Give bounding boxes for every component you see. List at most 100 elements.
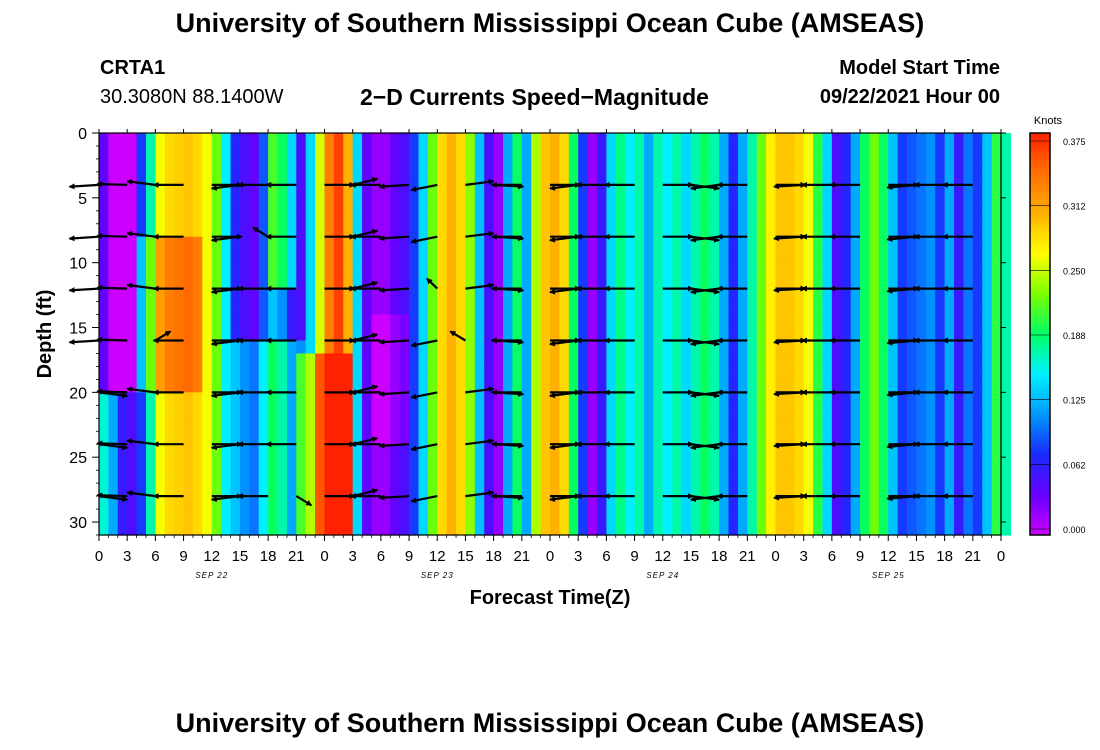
heatmap-cell xyxy=(822,496,833,510)
heatmap-cell xyxy=(709,314,720,329)
heatmap-cell xyxy=(709,379,720,393)
heatmap-cell xyxy=(127,353,138,368)
x-tick-label: 3 xyxy=(800,548,808,565)
current-vector xyxy=(773,235,804,242)
heatmap-cell xyxy=(991,236,1002,251)
heatmap-cell xyxy=(192,405,203,419)
heatmap-cell xyxy=(1001,522,1011,536)
heatmap-cell xyxy=(1001,301,1011,316)
heatmap-cell xyxy=(672,522,683,536)
heatmap-cell xyxy=(474,353,485,368)
current-vector xyxy=(210,235,241,243)
heatmap-cell xyxy=(315,301,326,316)
current-vector xyxy=(465,438,495,446)
heatmap-cell xyxy=(352,262,363,277)
heatmap-cell xyxy=(756,133,767,147)
heatmap-cell xyxy=(747,236,758,251)
heatmap-cell xyxy=(1001,236,1011,251)
heatmap-cell xyxy=(878,145,889,160)
heatmap-cell xyxy=(719,171,730,186)
heatmap-cell xyxy=(653,444,664,458)
heatmap-cell xyxy=(700,301,711,316)
heatmap-cell xyxy=(925,379,936,393)
heatmap-cell xyxy=(333,379,344,393)
heatmap-cell xyxy=(963,236,974,251)
heatmap-cell xyxy=(587,340,598,355)
heatmap-cell xyxy=(869,249,880,264)
heatmap-cell xyxy=(907,522,918,536)
heatmap-cell xyxy=(700,145,711,160)
heatmap-cell xyxy=(286,236,297,251)
heatmap-cell xyxy=(409,522,420,536)
heatmap-cell xyxy=(99,366,109,380)
heatmap-cell xyxy=(803,158,814,173)
heatmap-cell xyxy=(606,509,617,523)
x-tick-label: 15 xyxy=(908,548,925,565)
heatmap-cell xyxy=(907,145,918,160)
current-vector xyxy=(773,339,804,345)
heatmap-cell xyxy=(418,340,429,355)
heatmap-cell xyxy=(587,353,598,368)
current-vector xyxy=(689,287,720,295)
heatmap-cell xyxy=(145,405,156,419)
heatmap-cell xyxy=(634,509,645,523)
heatmap-cell xyxy=(446,470,457,484)
heatmap-cell xyxy=(258,483,269,497)
heatmap-cell xyxy=(775,275,786,290)
heatmap-cell xyxy=(728,223,739,238)
heatmap-cell xyxy=(531,470,542,484)
heatmap-cell xyxy=(690,366,701,380)
heatmap-cell xyxy=(719,314,730,329)
heatmap-cell xyxy=(362,431,373,445)
heatmap-cell xyxy=(681,418,692,432)
heatmap-cell xyxy=(728,418,739,432)
heatmap-cell xyxy=(521,509,532,523)
heatmap-cell xyxy=(878,392,889,406)
heatmap-cell xyxy=(578,405,589,419)
heatmap-cell xyxy=(145,327,156,342)
heatmap-cell xyxy=(822,223,833,238)
heatmap-cell xyxy=(333,197,344,212)
heatmap-cell xyxy=(907,158,918,173)
heatmap-cell xyxy=(662,210,673,225)
heatmap-cell xyxy=(634,470,645,484)
heatmap-cell xyxy=(662,197,673,212)
heatmap-cell xyxy=(719,353,730,368)
heatmap-cell xyxy=(155,379,166,393)
heatmap-cell xyxy=(803,327,814,342)
heatmap-cell xyxy=(615,483,626,497)
heatmap-cell xyxy=(465,314,476,329)
heatmap-cell xyxy=(380,470,391,484)
heatmap-cell xyxy=(643,444,654,458)
heatmap-cell xyxy=(643,262,654,277)
heatmap-cell xyxy=(296,158,307,173)
heatmap-cell xyxy=(606,522,617,536)
heatmap-cell xyxy=(409,158,420,173)
heatmap-cell xyxy=(380,158,391,173)
heatmap-cell xyxy=(587,262,598,277)
heatmap-cell xyxy=(944,197,955,212)
heatmap-cell xyxy=(690,457,701,471)
heatmap-cell xyxy=(465,249,476,264)
heatmap-cell xyxy=(606,158,617,173)
heatmap-cell xyxy=(625,171,636,186)
heatmap-cell xyxy=(803,431,814,445)
heatmap-cell xyxy=(286,496,297,510)
heatmap-cell xyxy=(643,171,654,186)
heatmap-cell xyxy=(972,379,983,393)
heatmap-cell xyxy=(371,509,382,523)
heatmap-cell xyxy=(409,392,420,406)
heatmap-cell xyxy=(550,379,560,393)
heatmap-cell xyxy=(907,418,918,432)
heatmap-cell xyxy=(662,431,673,445)
current-vector xyxy=(410,183,438,193)
heatmap-cell xyxy=(719,431,730,445)
heatmap-cell xyxy=(409,288,420,303)
heatmap-cell xyxy=(164,184,175,199)
heatmap-cell xyxy=(192,314,203,329)
heatmap-cell xyxy=(409,483,420,497)
heatmap-cell xyxy=(662,275,673,290)
heatmap-cell xyxy=(897,223,908,238)
heatmap-cell xyxy=(596,184,607,199)
heatmap-cell xyxy=(719,509,730,523)
